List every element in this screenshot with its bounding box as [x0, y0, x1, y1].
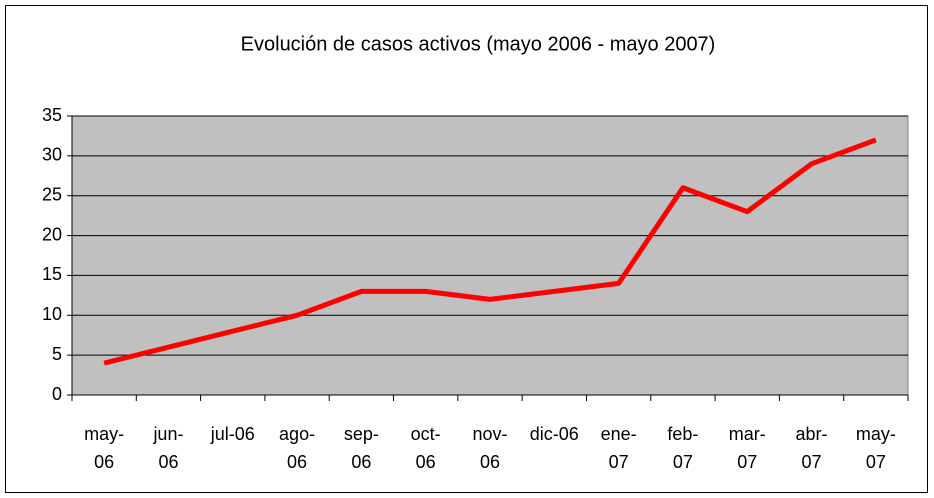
x-tick-label: may-06	[84, 424, 125, 472]
y-tick-label: 20	[42, 224, 62, 244]
x-tick-label: feb-07	[667, 424, 699, 472]
y-tick-label: 0	[52, 384, 62, 404]
y-tick-label: 5	[52, 344, 62, 364]
x-tick-label: abr-07	[795, 424, 828, 472]
y-tick-label: 30	[42, 145, 62, 165]
chart-title: Evolución de casos activos (mayo 2006 - …	[241, 33, 716, 55]
x-tick-label: jun-06	[153, 424, 184, 472]
x-tick-label: ene-07	[600, 424, 637, 472]
y-tick-label: 10	[42, 304, 62, 324]
y-tick-label: 15	[42, 264, 62, 284]
x-tick-label: ago-06	[279, 424, 316, 472]
plot-area	[71, 115, 909, 396]
x-tick-label: nov-06	[472, 424, 508, 472]
x-tick-label: may-07	[855, 424, 896, 472]
x-tick-label: jul-06	[210, 424, 255, 444]
x-tick-label: mar-07	[728, 424, 766, 472]
x-tick-label: dic-06	[529, 424, 579, 444]
y-tick-label: 35	[42, 105, 62, 125]
data-line	[103, 137, 877, 366]
x-tick-label: oct-06	[410, 424, 441, 472]
y-tick-label: 25	[42, 184, 62, 204]
x-tick-label: sep-06	[343, 424, 379, 472]
